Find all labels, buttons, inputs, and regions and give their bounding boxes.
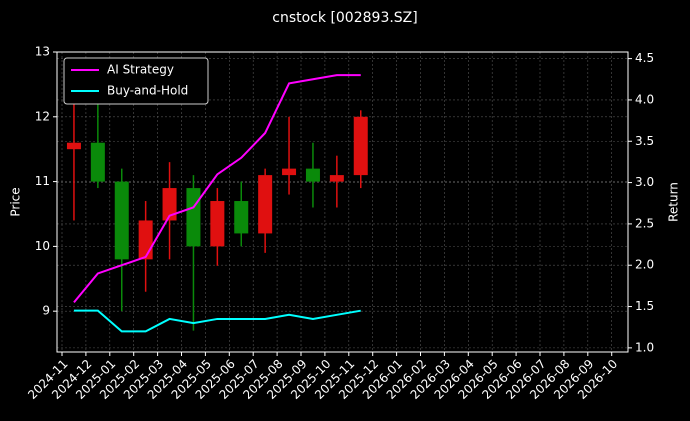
y2-tick-label: 3.5 (635, 134, 654, 148)
y-tick-label: 9 (42, 304, 50, 318)
y2-axis-label: Return (667, 182, 681, 222)
y2-tick-label: 1.5 (635, 299, 654, 313)
legend-label: Buy-and-Hold (107, 84, 188, 98)
candle-body (162, 188, 177, 221)
legend-label: AI Strategy (107, 63, 174, 77)
y2-tick-label: 2.0 (635, 258, 654, 272)
y-axis-label: Price (9, 187, 23, 216)
candle-body (234, 201, 249, 234)
candle-body (353, 116, 368, 176)
y2-tick-label: 2.5 (635, 216, 654, 230)
candle-body (258, 175, 273, 234)
candle-body (114, 181, 129, 260)
y2-tick-label: 4.5 (635, 51, 654, 65)
line-series (73, 74, 361, 304)
y-tick-label: 10 (35, 239, 50, 253)
plot-frame (56, 51, 629, 353)
y-tick-label: 13 (35, 45, 50, 59)
y-tick-label: 12 (35, 109, 50, 123)
legend-box (63, 57, 209, 105)
candle-body (138, 220, 153, 260)
candle-body (186, 188, 201, 247)
candle-body (90, 142, 105, 182)
candle-body (282, 168, 297, 176)
line-series (73, 309, 361, 333)
y2-tick-label: 1.0 (635, 340, 654, 354)
candle-body (66, 142, 81, 150)
candle-body (210, 201, 225, 247)
candle-body (305, 168, 320, 182)
y2-tick-label: 3.0 (635, 175, 654, 189)
candle-body (329, 175, 344, 182)
chart-title: cnstock [002893.SZ] (272, 10, 417, 26)
y-tick-label: 11 (35, 174, 50, 188)
y2-tick-label: 4.0 (635, 92, 654, 106)
